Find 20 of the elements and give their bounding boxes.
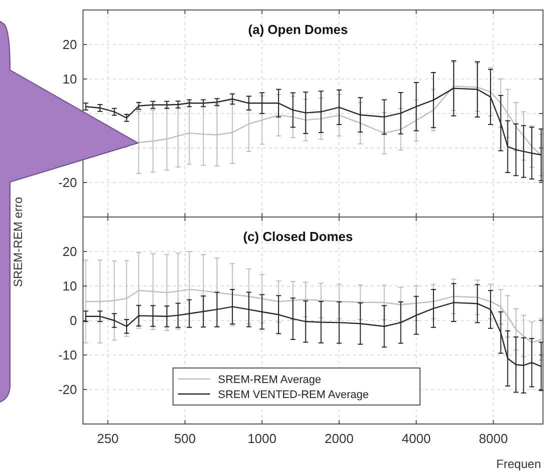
legend-label: SREM VENTED-REM Average [218, 389, 369, 401]
x-tick-label: 2000 [324, 431, 354, 446]
y-tick-label: 0 [70, 313, 77, 328]
legend-label: SREM-REM Average [218, 374, 322, 386]
y-axis-title: SREM-REM erro [11, 196, 25, 287]
y-tick-label: -20 [58, 382, 77, 397]
y-tick-label: 20 [62, 244, 77, 259]
y-tick-label: -10 [58, 348, 77, 362]
x-tick-label: 1000 [248, 431, 276, 446]
x-tick-label: 500 [174, 431, 196, 446]
text: (a) Open Domes [248, 22, 348, 37]
y-tick-label: 20 [62, 37, 77, 52]
y-tick-label: 10 [62, 278, 77, 294]
text: (c) Closed Domes [243, 229, 353, 244]
y-tick-label: 10 [62, 72, 77, 86]
y-tick-label: -20 [58, 175, 77, 190]
x-tick-label: 8000 [478, 431, 508, 446]
x-tick-label: 250 [96, 431, 119, 446]
x-axis-title: Frequen [496, 457, 541, 471]
x-tick-label: 4000 [402, 431, 431, 446]
